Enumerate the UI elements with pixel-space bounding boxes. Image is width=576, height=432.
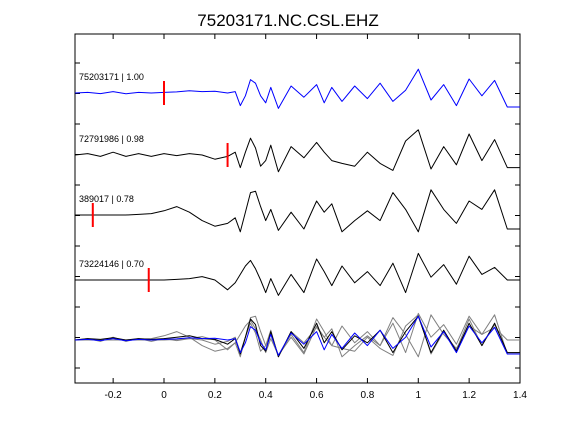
x-tick-label: -0.2 xyxy=(105,390,123,401)
waveform-trace xyxy=(74,129,520,173)
waveform-trace xyxy=(75,252,520,296)
trace-label: 75203171 | 1.00 xyxy=(79,72,144,82)
waveform-trace xyxy=(75,189,520,233)
x-tick-label: 0.8 xyxy=(360,390,374,401)
overlay-trace xyxy=(74,314,520,358)
overlay-trace xyxy=(75,314,520,358)
overlay-trace xyxy=(74,315,520,358)
overlay-trace xyxy=(75,312,520,356)
trace-label: 73224146 | 0.70 xyxy=(79,259,144,269)
x-tick-label: 1.4 xyxy=(513,390,527,401)
plot-area: -0.2 0 0.2 0.4 0.6 0.8 1 1.2 1.4 75203171 | 1.00 7… xyxy=(74,33,527,401)
x-tick-label: 0 xyxy=(161,390,167,401)
trace-label: 72791986 | 0.98 xyxy=(79,134,144,144)
x-tick-label: 0.4 xyxy=(259,390,273,401)
waveform-trace xyxy=(74,68,520,109)
x-tick-label: 0.6 xyxy=(310,390,324,401)
chart-title: 75203171.NC.CSL.EHZ xyxy=(197,11,378,30)
axes-frame xyxy=(74,33,521,384)
trace-label: 389017 | 0.78 xyxy=(79,194,134,204)
overlay-reference-trace xyxy=(74,315,520,356)
x-tick-label: 1 xyxy=(416,390,422,401)
x-tick-label: 0.2 xyxy=(208,390,222,401)
x-tick-label: 1.2 xyxy=(462,390,476,401)
